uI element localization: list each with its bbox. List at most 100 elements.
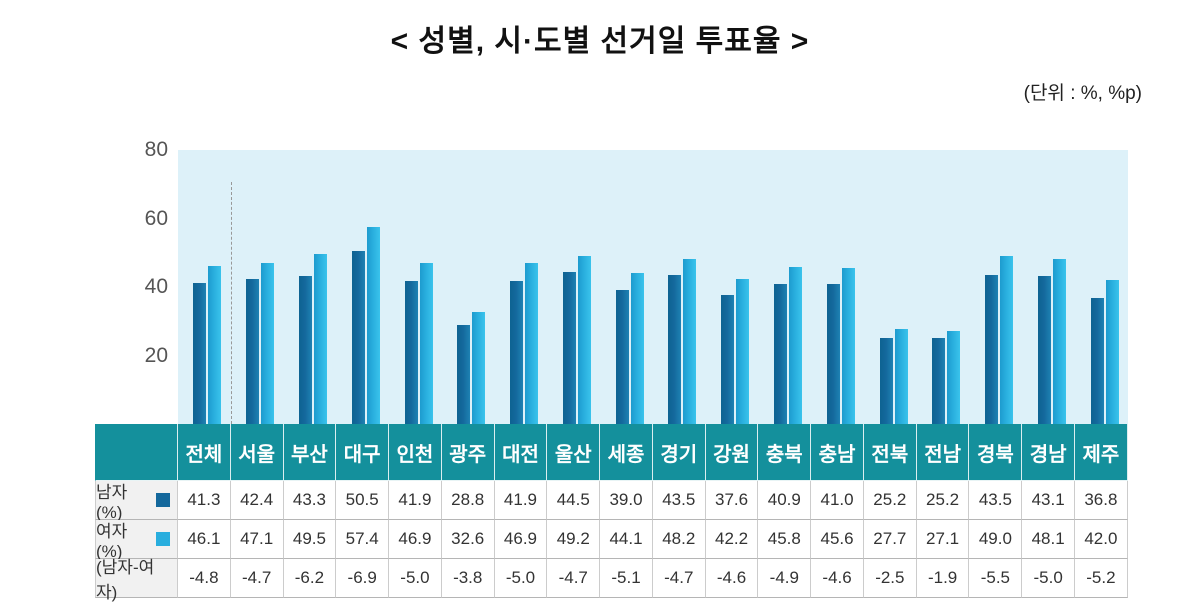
bar-male — [668, 275, 682, 424]
chart-title: < 성별, 시·도별 선거일 투표율 > — [390, 25, 810, 58]
table-cell: 43.3 — [283, 481, 337, 520]
table-cell: -6.9 — [336, 559, 390, 598]
female-legend-icon — [156, 532, 170, 546]
grouped-bar-chart: 80 60 40 20 — [144, 138, 1128, 424]
bar-female — [947, 331, 961, 424]
table-cell: 46.9 — [494, 520, 548, 559]
table-cell: -5.2 — [1075, 559, 1128, 598]
column-header: 전북 — [863, 424, 917, 481]
table-cell: 47.1 — [230, 520, 284, 559]
bar-male — [1037, 276, 1051, 424]
table-cell: -4.7 — [547, 559, 601, 598]
bar-male — [193, 282, 207, 424]
column-header: 제주 — [1075, 424, 1128, 481]
table-cell: 43.5 — [652, 481, 706, 520]
table-cell: 37.6 — [705, 481, 759, 520]
table-cell: 44.5 — [547, 481, 601, 520]
y-tick-label: 60 — [144, 206, 168, 230]
bar-female — [261, 262, 275, 424]
table-cell: 45.6 — [811, 520, 864, 559]
bar-female — [472, 312, 486, 424]
table-cell: -5.5 — [969, 559, 1023, 598]
table-cell: 41.3 — [178, 481, 231, 520]
column-header: 울산 — [547, 424, 601, 481]
table-cell: -4.6 — [705, 559, 759, 598]
row-label: 여자(%) — [95, 520, 178, 561]
table-cell: 49.5 — [283, 520, 337, 559]
total-separator-line — [230, 182, 232, 424]
bar-male — [510, 280, 524, 424]
bar-female — [313, 254, 327, 424]
bar-male — [404, 280, 418, 424]
column-header: 대구 — [336, 424, 390, 481]
column-header: 광주 — [441, 424, 495, 481]
bar-female — [841, 267, 855, 424]
y-tick-label: 80 — [144, 138, 168, 161]
table-cell: 25.2 — [863, 481, 917, 520]
table-cell: 42.4 — [230, 481, 284, 520]
data-table: 전체 서울 부산 대구 인천 광주 대전 울산 세종 경기 강원 충북 충남 전북 전남 경북 경남 제주 남자(%… — [95, 424, 1128, 602]
table-cell: -6.2 — [283, 559, 337, 598]
table-cell: 27.7 — [863, 520, 917, 559]
table-cell: 41.0 — [811, 481, 864, 520]
table-cell: -5.0 — [1022, 559, 1076, 598]
bar-male — [773, 283, 787, 424]
table-cell: -4.6 — [811, 559, 864, 598]
bar-female — [894, 329, 908, 424]
table-cell: 42.2 — [705, 520, 759, 559]
table-cell: 41.9 — [494, 481, 548, 520]
bar-female — [208, 266, 222, 424]
table-cell: -5.0 — [494, 559, 548, 598]
table-cell: 48.1 — [1022, 520, 1076, 559]
table-cell: 40.9 — [758, 481, 812, 520]
table-cell: 39.0 — [600, 481, 653, 520]
table-cell: 45.8 — [758, 520, 812, 559]
column-header: 충북 — [758, 424, 812, 481]
bar-male — [721, 295, 735, 424]
row-label: 남자(%) — [95, 481, 178, 522]
column-header: 세종 — [600, 424, 653, 481]
bar-female — [1000, 256, 1014, 424]
table-cell: 48.2 — [652, 520, 706, 559]
table-cell: -2.5 — [863, 559, 917, 598]
table-cell: -4.9 — [758, 559, 812, 598]
row-label-text: 여자(%) — [96, 521, 128, 561]
table-cell: 27.1 — [916, 520, 970, 559]
bar-male — [562, 271, 576, 424]
column-header: 경기 — [652, 424, 706, 481]
table-cell: 49.0 — [969, 520, 1023, 559]
table-cell: 41.9 — [389, 481, 442, 520]
bar-male — [246, 278, 260, 424]
bar-female — [630, 272, 644, 424]
bar-female — [1105, 280, 1119, 424]
table-cell: -3.8 — [441, 559, 495, 598]
bar-female — [577, 255, 591, 424]
bar-female — [736, 279, 750, 424]
table-cell: 43.1 — [1022, 481, 1076, 520]
bar-female — [366, 227, 380, 424]
y-tick-label: 40 — [144, 275, 168, 298]
bar-male — [457, 325, 471, 424]
plot-area — [178, 150, 1128, 424]
column-header: 경북 — [969, 424, 1023, 481]
table-cell: 32.6 — [441, 520, 495, 559]
table-cell: -5.0 — [389, 559, 442, 598]
table-cell: 49.2 — [547, 520, 601, 559]
table-cell: 50.5 — [336, 481, 390, 520]
column-header: 부산 — [283, 424, 337, 481]
column-header: 서울 — [230, 424, 284, 481]
bar-male — [879, 337, 893, 424]
column-header: 충남 — [811, 424, 864, 481]
bar-male — [826, 283, 840, 424]
table-cell: 28.8 — [441, 481, 495, 520]
table-cell: 46.1 — [178, 520, 231, 559]
column-header: 전남 — [916, 424, 970, 481]
bar-female — [683, 258, 697, 424]
male-legend-icon — [156, 493, 170, 507]
bar-female — [419, 263, 433, 424]
bar-female — [788, 267, 802, 424]
bar-male — [615, 290, 629, 424]
y-tick-label: 20 — [144, 343, 168, 367]
table-cell: -1.9 — [916, 559, 970, 598]
